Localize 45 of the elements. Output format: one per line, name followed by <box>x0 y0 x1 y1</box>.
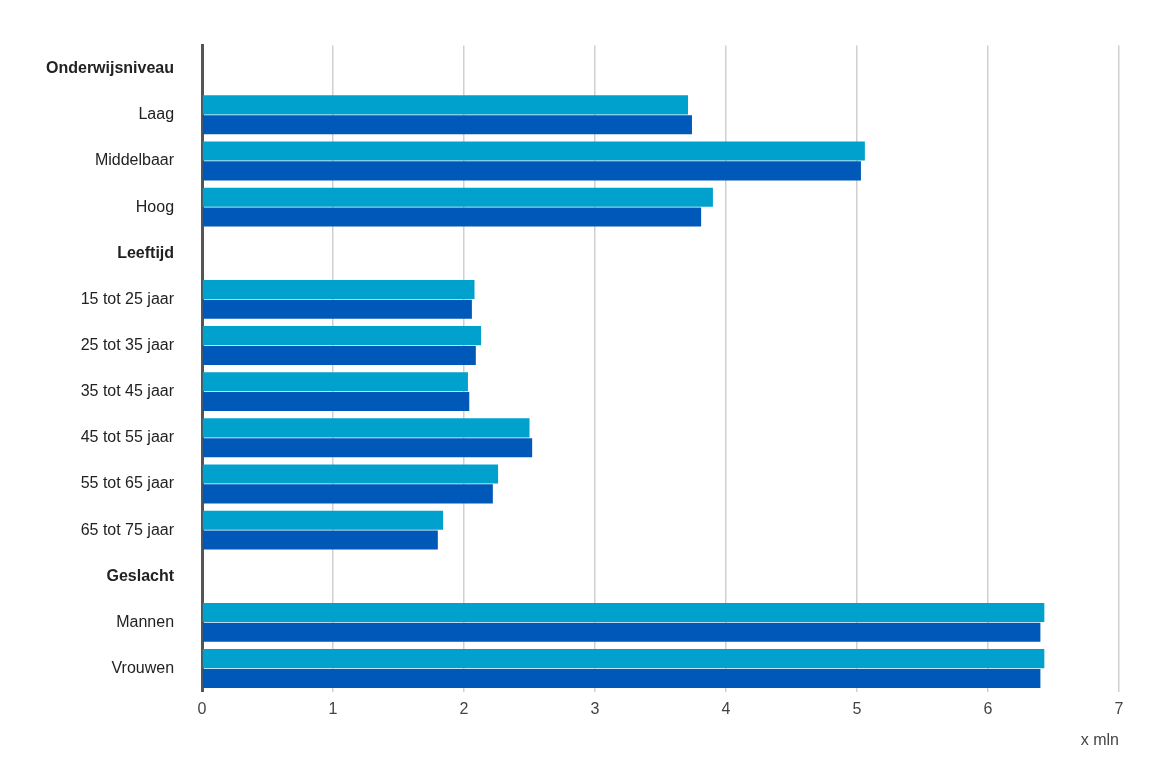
bar <box>202 622 1041 642</box>
bar <box>202 299 472 319</box>
y-tick-label: Hoog <box>135 197 175 215</box>
bar <box>202 187 713 207</box>
y-tick-label: 35 tot 45 jaar <box>80 382 175 400</box>
y-tick-label: 45 tot 55 jaar <box>80 428 175 446</box>
bar <box>202 279 475 299</box>
bar <box>202 510 444 530</box>
x-tick-label: 2 <box>459 699 469 717</box>
bar <box>202 464 499 484</box>
y-tick-label: Laag <box>138 105 175 123</box>
x-tick-label: 0 <box>197 699 207 717</box>
bar <box>202 438 533 458</box>
bar <box>202 668 1041 688</box>
x-tick-label: 5 <box>852 699 862 717</box>
x-axis-title: x mln <box>1080 730 1119 748</box>
x-tick-label: 6 <box>983 699 993 717</box>
y-tick-label: 65 tot 75 jaar <box>80 520 175 538</box>
y-tick-label: Onderwijsniveau <box>45 59 175 77</box>
bar <box>202 392 470 412</box>
bar <box>202 95 689 115</box>
x-tick-label: 4 <box>721 699 731 717</box>
y-tick-label: Vrouwen <box>111 658 175 676</box>
bar <box>202 207 702 227</box>
bar <box>202 602 1045 622</box>
bar <box>202 418 530 438</box>
y-tick-label: 25 tot 35 jaar <box>80 335 175 353</box>
bar <box>202 141 865 161</box>
bar <box>202 649 1045 669</box>
y-tick-label: 15 tot 25 jaar <box>80 289 175 307</box>
bar <box>202 530 438 550</box>
y-tick-label: Mannen <box>116 612 175 630</box>
y-tick-label: Geslacht <box>106 566 175 584</box>
x-tick-label: 1 <box>328 699 338 717</box>
bar <box>202 345 476 365</box>
y-tick-label: 55 tot 65 jaar <box>80 474 175 492</box>
y-tick-label: Leeftijd <box>117 243 175 261</box>
x-tick-label: 7 <box>1114 699 1124 717</box>
bar <box>202 115 692 135</box>
bar <box>202 326 482 346</box>
bar <box>202 161 861 181</box>
y-tick-label: Middelbaar <box>94 151 175 169</box>
x-tick-label: 3 <box>590 699 600 717</box>
bar <box>202 484 493 504</box>
bar <box>202 372 468 392</box>
